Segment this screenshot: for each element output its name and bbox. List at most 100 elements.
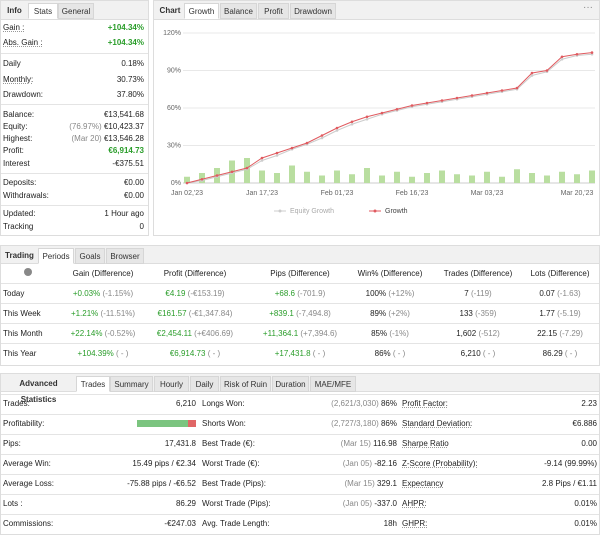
series-point <box>425 101 429 105</box>
cell: €6,914.73 ( - ) <box>145 349 245 358</box>
cell-diff: (-5.19) <box>557 309 581 318</box>
bar <box>469 175 475 183</box>
tab[interactable]: Drawdown <box>290 3 336 19</box>
series-point <box>350 122 354 126</box>
info-value: €13,541.68 <box>104 110 144 119</box>
stat-value: -9.14 (99.99%) <box>544 459 597 468</box>
x-tick-label: Mar 20,'23 <box>561 190 594 197</box>
stat-value-text: 86% <box>380 419 397 428</box>
cell: 100% (+12%) <box>340 289 440 298</box>
tab[interactable]: Stats <box>28 3 58 19</box>
cell-value: 0.07 <box>539 289 555 298</box>
column-header: Pips (Difference) <box>270 269 330 278</box>
legend-label: Equity Growth <box>290 208 334 215</box>
stat-value-text: 2.23 <box>581 399 597 408</box>
series-line <box>186 53 593 184</box>
cell-diff: (-512) <box>478 329 500 338</box>
stat-label: Pips: <box>3 439 21 448</box>
bar <box>259 170 265 183</box>
cell-value: 86.29 <box>542 349 563 358</box>
stat-value-text: 6,210 <box>175 399 196 408</box>
tab[interactable]: Balance <box>220 3 257 19</box>
tab[interactable]: Summary <box>110 376 153 392</box>
stat-note: (Jan 05) <box>342 499 373 508</box>
cell-value: +22.14% <box>70 329 103 338</box>
stat-label: Average Loss: <box>3 479 54 488</box>
stat-label: Lots : <box>3 499 23 508</box>
info-value-text: €10,423.37 <box>103 122 144 131</box>
cell-value: 1.77 <box>539 309 555 318</box>
stat-label: Standard Deviation: <box>402 419 473 428</box>
series-point <box>530 74 534 77</box>
menu-dots[interactable]: ··· <box>583 2 593 13</box>
series-point <box>230 170 234 174</box>
info-value-text: -€375.51 <box>112 159 144 168</box>
tab[interactable]: Duration <box>272 376 309 392</box>
cell-value: €2,454.11 <box>156 329 192 338</box>
info-label: Equity: <box>3 122 28 131</box>
tab: Info <box>7 6 22 15</box>
row-label: This Year <box>3 349 37 358</box>
stat-value: (2,621/3,030) 86% <box>331 399 397 408</box>
tab[interactable]: Goals <box>75 248 105 264</box>
tab[interactable]: Profit <box>258 3 289 19</box>
cell: €161.57 (-€1,347.84) <box>145 309 245 318</box>
cell-diff: (-€1,347.84) <box>188 309 233 318</box>
bar <box>409 176 415 183</box>
stat-label: Worst Trade (Pips): <box>202 499 271 508</box>
stat-note: (2,727/3,180) <box>331 419 379 428</box>
info-value-text: €0.00 <box>123 178 144 187</box>
separator <box>1 53 148 54</box>
tab-bar <box>1 246 599 264</box>
bar <box>439 170 445 183</box>
profitability-bar <box>137 420 188 427</box>
tab[interactable]: MAE/MFE <box>310 376 356 392</box>
tab[interactable]: Daily <box>190 376 219 392</box>
column-header: Gain (Difference) <box>72 269 134 278</box>
separator <box>1 303 599 304</box>
tab[interactable]: Hourly <box>154 376 189 392</box>
cell: €4.19 (-€153.19) <box>145 289 245 298</box>
cell-value: €4.19 <box>165 289 186 298</box>
cell-diff: ( - ) <box>482 349 496 358</box>
stat-value-text: -82.16 <box>374 459 397 468</box>
info-icon[interactable] <box>24 268 32 276</box>
series-point <box>575 52 579 56</box>
separator <box>1 323 599 324</box>
tab[interactable]: Growth <box>184 3 219 19</box>
tab[interactable]: Browser <box>106 248 144 264</box>
series-line <box>186 52 593 184</box>
info-value-text: €6,914.73 <box>108 146 144 155</box>
stat-value-text: 0.01% <box>574 519 597 528</box>
tab[interactable]: Trades <box>76 376 110 392</box>
series-point <box>470 94 474 97</box>
series-point <box>245 166 249 170</box>
series-point <box>275 151 279 155</box>
column-header: Lots (Difference) <box>530 269 590 278</box>
info-label: Gain : <box>3 23 25 32</box>
cell: 133 (-359) <box>428 309 528 318</box>
info-label: Daily <box>3 59 21 68</box>
row-label: This Month <box>3 329 43 338</box>
info-label: Updated: <box>3 209 36 218</box>
tab[interactable]: General <box>58 3 94 19</box>
separator <box>1 434 599 435</box>
separator <box>1 454 599 455</box>
stat-note: (Mar 15) <box>340 439 371 448</box>
stat-value: 18h <box>384 519 397 528</box>
stat-value: 86.29 <box>176 499 196 508</box>
stat-value-text: -€247.03 <box>164 519 196 528</box>
info-label: Drawdown: <box>3 90 44 99</box>
cell-diff: (-1%) <box>389 329 409 338</box>
bar <box>574 174 580 183</box>
stat-value-text: 86% <box>380 399 397 408</box>
cell: +11,364.1 (+7,394.6) <box>250 329 350 338</box>
info-value-text: 0.18% <box>121 59 144 68</box>
x-tick-label: Feb 16,'23 <box>396 190 429 197</box>
tab[interactable]: Periods <box>38 248 74 264</box>
x-tick-label: Jan 17,'23 <box>246 190 278 197</box>
tab[interactable]: Risk of Ruin <box>220 376 271 392</box>
cell: 89% (+2%) <box>340 309 440 318</box>
info-label: Withdrawals: <box>3 191 49 200</box>
stat-label: Shorts Won: <box>202 419 246 428</box>
